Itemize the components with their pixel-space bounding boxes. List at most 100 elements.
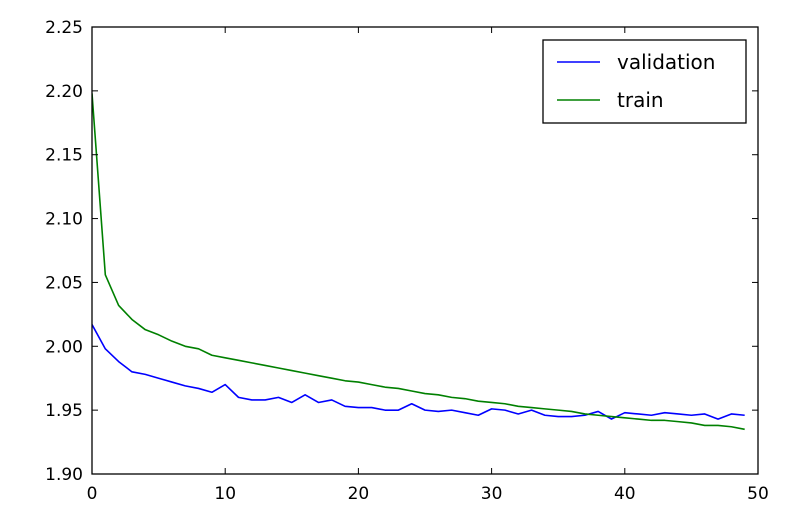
data-point-train xyxy=(224,357,226,359)
data-point-validation xyxy=(104,348,106,350)
data-point-validation xyxy=(544,414,546,416)
series-line-validation xyxy=(92,324,745,420)
data-point-validation xyxy=(531,409,533,411)
data-point-validation xyxy=(224,384,226,386)
data-point-train xyxy=(464,398,466,400)
data-point-train xyxy=(531,407,533,409)
data-point-train xyxy=(504,403,506,405)
data-point-train xyxy=(437,394,439,396)
data-point-train xyxy=(584,413,586,415)
data-point-validation xyxy=(118,361,120,363)
data-point-train xyxy=(317,375,319,377)
data-point-validation xyxy=(397,409,399,411)
data-point-validation xyxy=(344,405,346,407)
legend: validation train xyxy=(542,39,747,124)
data-point-validation xyxy=(384,409,386,411)
data-point-validation xyxy=(331,399,333,401)
series-line-train xyxy=(92,93,745,431)
data-point-validation xyxy=(717,418,719,420)
x-tick-label: 50 xyxy=(747,484,769,504)
x-tick-label: 10 xyxy=(214,484,236,504)
data-point-train xyxy=(597,414,599,416)
data-point-validation xyxy=(677,413,679,415)
data-point-train xyxy=(637,418,639,420)
legend-label-train: train xyxy=(617,88,664,112)
data-point-validation xyxy=(704,413,706,415)
data-point-validation xyxy=(411,403,413,405)
data-point-validation xyxy=(144,373,146,375)
data-point-validation xyxy=(424,409,426,411)
y-tick-label: 2.05 xyxy=(45,273,83,293)
data-point-validation xyxy=(184,385,186,387)
data-point-validation xyxy=(597,410,599,412)
data-point-validation xyxy=(451,409,453,411)
data-point-validation xyxy=(304,394,306,396)
data-point-validation xyxy=(464,412,466,414)
y-tick-label: 1.90 xyxy=(45,465,83,485)
data-point-validation xyxy=(491,408,493,410)
data-point-train xyxy=(384,386,386,388)
data-point-train xyxy=(610,416,612,418)
data-point-train xyxy=(451,396,453,398)
data-point-train xyxy=(118,304,120,306)
data-point-train xyxy=(744,428,746,430)
data-point-train xyxy=(238,359,240,361)
data-point-validation xyxy=(277,396,279,398)
data-point-train xyxy=(397,387,399,389)
data-point-validation xyxy=(357,407,359,409)
data-point-validation xyxy=(158,377,160,379)
data-point-validation xyxy=(251,399,253,401)
y-tick-label: 2.10 xyxy=(45,210,83,230)
data-point-train xyxy=(491,401,493,403)
data-point-validation xyxy=(264,399,266,401)
data-point-train xyxy=(730,426,732,428)
data-point-train xyxy=(650,419,652,421)
x-tick-label: 20 xyxy=(348,484,370,504)
data-point-train xyxy=(717,424,719,426)
data-point-train xyxy=(664,419,666,421)
data-point-train xyxy=(411,390,413,392)
data-point-train xyxy=(331,377,333,379)
data-point-validation xyxy=(504,409,506,411)
data-point-train xyxy=(344,380,346,382)
data-point-validation xyxy=(744,414,746,416)
data-point-train xyxy=(557,409,559,411)
y-tick-label: 1.95 xyxy=(45,401,83,421)
data-point-validation xyxy=(371,407,373,409)
x-tick-label: 40 xyxy=(614,484,636,504)
legend-box xyxy=(542,39,747,124)
data-point-validation xyxy=(437,410,439,412)
data-point-train xyxy=(424,393,426,395)
data-point-validation xyxy=(730,413,732,415)
data-point-train xyxy=(304,372,306,374)
data-point-train xyxy=(371,384,373,386)
data-point-train xyxy=(198,348,200,350)
y-tick-label: 2.20 xyxy=(45,82,83,102)
data-point-validation xyxy=(690,414,692,416)
data-point-train xyxy=(184,345,186,347)
data-point-train xyxy=(264,364,266,366)
data-point-train xyxy=(277,367,279,369)
data-point-validation xyxy=(571,416,573,418)
data-point-train xyxy=(211,354,213,356)
data-point-validation xyxy=(198,387,200,389)
data-point-train xyxy=(477,400,479,402)
data-point-validation xyxy=(291,401,293,403)
plot-frame xyxy=(91,26,759,475)
y-tick-label: 2.00 xyxy=(45,337,83,357)
data-point-validation xyxy=(637,413,639,415)
data-point-train xyxy=(171,340,173,342)
data-point-train xyxy=(517,405,519,407)
data-point-train xyxy=(131,318,133,320)
x-tick-label: 30 xyxy=(481,484,503,504)
y-tick-label: 2.15 xyxy=(45,146,83,166)
data-point-train xyxy=(104,274,106,276)
data-point-train xyxy=(677,421,679,423)
data-point-train xyxy=(690,422,692,424)
data-point-validation xyxy=(211,391,213,393)
data-point-validation xyxy=(624,412,626,414)
data-point-train xyxy=(544,408,546,410)
data-point-train xyxy=(291,370,293,372)
legend-label-validation: validation xyxy=(617,50,715,74)
